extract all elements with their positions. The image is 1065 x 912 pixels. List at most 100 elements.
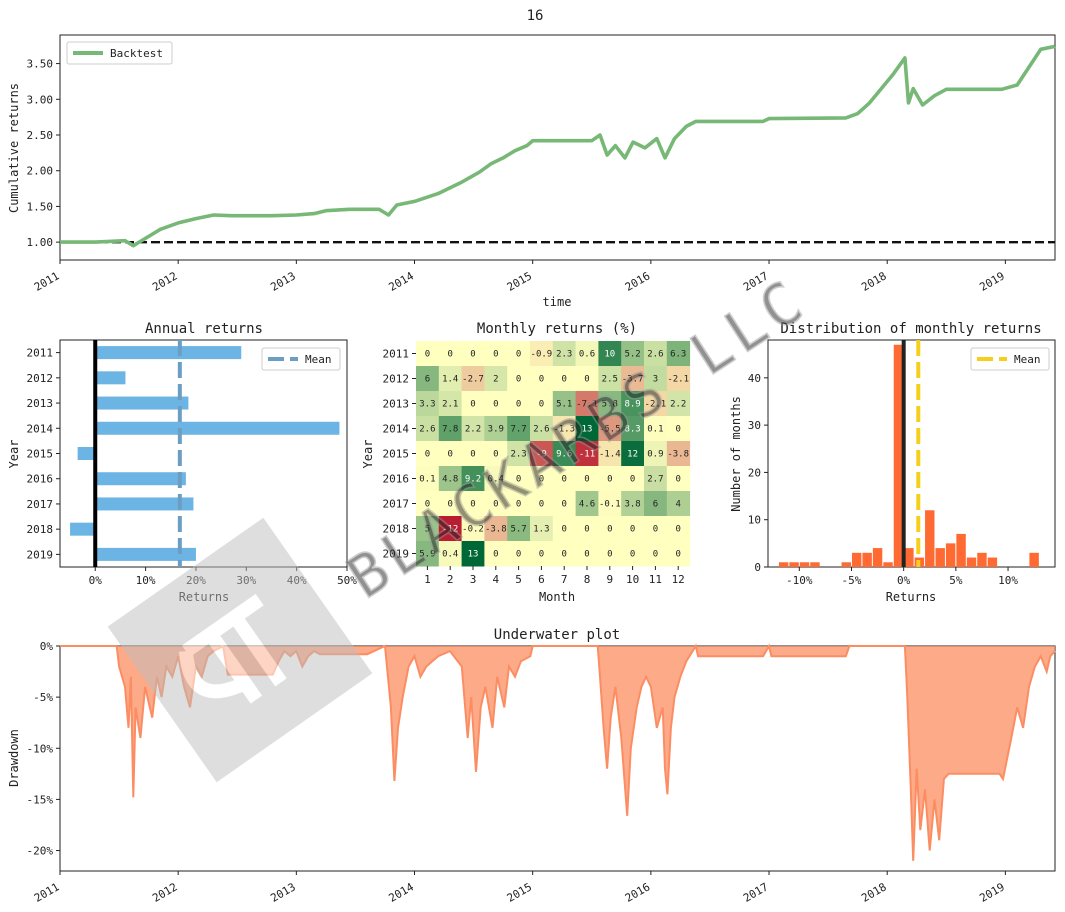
heatmap-cell bbox=[507, 366, 531, 392]
heatmap-cell bbox=[666, 416, 691, 442]
heatmap-cell-label: 0 bbox=[539, 500, 544, 510]
heatmap-cell bbox=[666, 441, 691, 467]
distribution-x-axis-label: Returns bbox=[886, 590, 937, 604]
heatmap-cell bbox=[598, 491, 622, 517]
distribution-x-ticks: -10% -5% 0% 5% 10% bbox=[786, 567, 1018, 587]
heatmap-cell bbox=[644, 366, 668, 392]
backtest-series-line bbox=[60, 44, 1056, 248]
y-tick-label: 3.50 bbox=[27, 58, 54, 71]
heatmap-cell bbox=[507, 341, 531, 367]
heatmap-cell bbox=[621, 491, 645, 517]
y-tick-label: 0 bbox=[754, 561, 761, 574]
heatmap-cell-label: 0 bbox=[516, 400, 521, 410]
heatmap-cell bbox=[416, 441, 440, 467]
heatmap-cell bbox=[644, 441, 668, 467]
heatmap-cell bbox=[530, 516, 554, 542]
y-tick-label: 2019 bbox=[27, 548, 54, 561]
x-tick-label: 2014 bbox=[387, 269, 417, 294]
heatmap-cell-label: 0.6 bbox=[579, 350, 595, 360]
heatmap-cell bbox=[598, 341, 622, 367]
heatmap-cell-label: 0 bbox=[516, 350, 521, 360]
histogram-bar bbox=[799, 562, 810, 567]
distribution-y-axis-label: Number of months bbox=[729, 396, 743, 512]
heatmap-cell-label: 6 bbox=[653, 500, 658, 510]
cumulative-x-ticks: 2011 2012 2013 2014 2015 2016 2017 2018 2019 bbox=[32, 260, 1007, 294]
x-tick-label: 0% bbox=[897, 574, 911, 587]
x-tick-label: 4 bbox=[492, 573, 499, 586]
annual-title: Annual returns bbox=[145, 321, 263, 337]
heatmap-cell-label: 0 bbox=[516, 375, 521, 385]
histogram-bar bbox=[862, 552, 872, 567]
heatmap-cell bbox=[666, 541, 691, 567]
heatmap-cell-label: 0 bbox=[470, 400, 475, 410]
monthly-y-axis-label: Year bbox=[361, 440, 375, 469]
heatmap-cell-label: 0 bbox=[561, 550, 566, 560]
x-tick-label: -10% bbox=[786, 574, 813, 587]
heatmap-cell bbox=[575, 341, 599, 367]
y-tick-label: 40 bbox=[748, 372, 761, 385]
heatmap-cell bbox=[666, 466, 691, 492]
y-tick-label: 1.00 bbox=[27, 236, 54, 249]
heatmap-cell-label: -1.3 bbox=[553, 425, 575, 435]
heatmap-cell-label: 2.6 bbox=[647, 350, 663, 360]
y-tick-label: 2017 bbox=[27, 498, 54, 511]
heatmap-cell bbox=[461, 441, 485, 467]
heatmap-cell-label: 0.9 bbox=[647, 450, 663, 460]
heatmap-cell-label: 12 bbox=[627, 450, 638, 460]
heatmap-cell-label: 0 bbox=[493, 450, 498, 460]
histogram-bar bbox=[956, 533, 966, 567]
heatmap-cell bbox=[484, 441, 508, 467]
heatmap-cell bbox=[552, 441, 577, 467]
heatmap-cell-label: 3 bbox=[653, 375, 658, 385]
heatmap-cell-label: -5.5 bbox=[599, 425, 621, 435]
y-tick-label: 2011 bbox=[383, 348, 410, 361]
legend-box bbox=[261, 347, 341, 371]
heatmap-cell-label: 0 bbox=[447, 450, 452, 460]
heatmap-cell-label: 2.3 bbox=[510, 450, 526, 460]
histogram-bar bbox=[851, 552, 862, 567]
y-tick-label: 2016 bbox=[383, 473, 410, 486]
y-tick-label: 3.00 bbox=[27, 93, 54, 106]
heatmap-cell bbox=[461, 466, 485, 492]
legend-box bbox=[66, 41, 173, 65]
annual-legend: Mean bbox=[261, 347, 341, 371]
x-tick-label: 10% bbox=[136, 574, 156, 587]
heatmap-cell bbox=[416, 341, 440, 367]
y-tick-label: 2014 bbox=[27, 422, 54, 435]
histogram-bar bbox=[987, 557, 998, 567]
heatmap-cell-label: 0 bbox=[447, 350, 452, 360]
heatmap-cell bbox=[644, 391, 668, 417]
heatmap-cell-label: 3.8 bbox=[624, 500, 640, 510]
annual-bar bbox=[95, 396, 189, 410]
histogram-bar bbox=[789, 562, 799, 567]
x-tick-label: 2014 bbox=[387, 880, 417, 905]
heatmap-cell bbox=[438, 541, 463, 567]
heatmap-cell bbox=[530, 341, 554, 367]
annual-y-axis-label: Year bbox=[7, 440, 21, 469]
heatmap-cell-label: -2.1 bbox=[645, 400, 667, 410]
heatmap-cell bbox=[507, 466, 531, 492]
heatmap-cell bbox=[621, 366, 645, 392]
histogram-bar bbox=[1029, 552, 1039, 567]
y-tick-label: 2012 bbox=[27, 372, 54, 385]
heatmap-cell-label: 0 bbox=[675, 550, 680, 560]
x-tick-label: 50% bbox=[337, 574, 357, 587]
y-tick-label: 2019 bbox=[383, 548, 410, 561]
heatmap-cell-label: 0 bbox=[584, 375, 589, 385]
y-tick-label: 2011 bbox=[27, 347, 54, 360]
heatmap-cell-label: 5.2 bbox=[624, 350, 640, 360]
heatmap-cell-label: -3.7 bbox=[622, 375, 644, 385]
heatmap-cell bbox=[461, 391, 485, 417]
heatmap-cell-label: -1.4 bbox=[599, 450, 621, 460]
underwater-y-ticks: 0% -5% -10% -15% -20% bbox=[27, 640, 60, 858]
heatmap-cell bbox=[552, 516, 577, 542]
heatmap-cell-label: 2.1 bbox=[442, 400, 458, 410]
heatmap-cell-label: 13 bbox=[468, 550, 479, 560]
y-tick-label: 2.00 bbox=[27, 165, 54, 178]
heatmap-cell-label: 13 bbox=[582, 425, 593, 435]
heatmap-cell-label: 0 bbox=[607, 550, 612, 560]
y-tick-label: 2018 bbox=[383, 523, 410, 536]
y-tick-label: 2017 bbox=[383, 498, 410, 511]
heatmap-cell-label: 6 bbox=[425, 375, 430, 385]
heatmap-cell bbox=[644, 516, 668, 542]
